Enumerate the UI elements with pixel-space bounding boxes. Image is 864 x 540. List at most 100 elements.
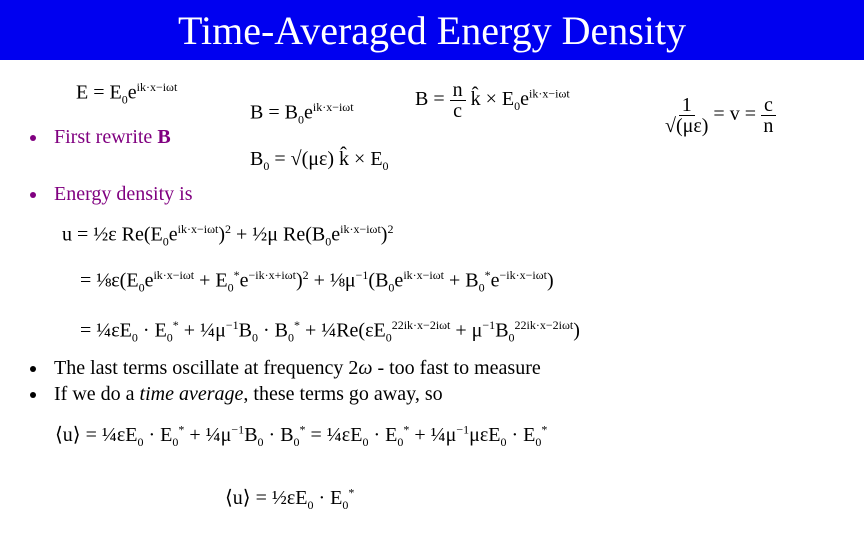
math-text: = √(με) k̂ × E bbox=[269, 148, 383, 170]
math-text: n bbox=[763, 115, 774, 137]
equation: E = E0eik·x−iωt bbox=[76, 80, 177, 108]
math-text: * bbox=[484, 268, 491, 282]
math-text: + B bbox=[443, 269, 479, 292]
equation: = ⅛ε(E0eik·x−iωt + E0*e−ik·x+iωt)2 + ⅛μ−… bbox=[80, 268, 554, 296]
math-text: 0 bbox=[297, 112, 304, 127]
math-text: + ¼Re(εE bbox=[299, 319, 386, 342]
text: The last terms oscillate at frequency 2 bbox=[54, 357, 359, 379]
math-text: + μ bbox=[450, 319, 483, 342]
bullet: Energy density is bbox=[26, 181, 193, 207]
math-text: 0 bbox=[166, 330, 173, 345]
math-text: 0 bbox=[342, 498, 349, 512]
math-text: e bbox=[520, 88, 530, 111]
math-text: u = ½ε Re(E bbox=[62, 223, 163, 246]
math-text: ik·x−iωt bbox=[153, 268, 195, 282]
fraction: 1 √(με) bbox=[665, 95, 708, 136]
math-text: 0 bbox=[257, 435, 264, 449]
bullet: The last terms oscillate at frequency 2ω… bbox=[26, 355, 541, 381]
math-text: 0 bbox=[293, 435, 300, 449]
math-text: * bbox=[403, 422, 410, 437]
math-text: −1 bbox=[456, 422, 470, 437]
bullet: If we do a time average, these terms go … bbox=[26, 381, 541, 407]
text: ω bbox=[358, 357, 373, 379]
math-text: −1 bbox=[355, 268, 369, 282]
math-text: * bbox=[172, 318, 179, 332]
math-text: e bbox=[394, 269, 404, 292]
equation: u = ½ε Re(E0eik·x−iωt)2 + ½μ Re(B0eik·x−… bbox=[62, 222, 393, 250]
math-text: 0 bbox=[325, 234, 332, 249]
math-text: e bbox=[239, 269, 249, 292]
text: - too fast to measure bbox=[372, 357, 541, 379]
math-text: 0 bbox=[535, 435, 542, 449]
math-text: n bbox=[449, 80, 466, 101]
math-text: 0 bbox=[227, 280, 234, 295]
math-text: 2 bbox=[387, 222, 394, 236]
bullets-mid: Energy density is bbox=[26, 181, 193, 207]
math-text: 0 bbox=[172, 435, 179, 449]
math-text: c bbox=[453, 100, 463, 122]
math-text: = v = bbox=[708, 103, 761, 126]
math-text: c bbox=[760, 95, 776, 116]
math-text: B = bbox=[415, 88, 450, 111]
math-text: e bbox=[168, 223, 178, 246]
math-text: ⟨u⟩ = ¼εE bbox=[55, 424, 138, 446]
math-text: ik·x−iωt bbox=[340, 222, 381, 236]
math-text: B bbox=[238, 319, 252, 342]
math-text: = ¼εE bbox=[80, 319, 132, 342]
math-text: ) bbox=[295, 269, 303, 292]
math-text: √(με) bbox=[665, 115, 709, 137]
math-text: 2ik·x−2iωt bbox=[520, 318, 574, 332]
text: B bbox=[157, 126, 171, 148]
math-text: ik·x−iωt bbox=[136, 80, 178, 94]
math-text: ) bbox=[546, 269, 554, 292]
math-text: ik·x−iωt bbox=[529, 86, 570, 101]
text: If we do a bbox=[54, 383, 140, 405]
math-text: e bbox=[144, 269, 154, 292]
math-text: −1 bbox=[482, 318, 496, 332]
math-text: 1 bbox=[678, 95, 695, 116]
math-text: = ¼εE bbox=[305, 424, 363, 446]
text: First rewrite bbox=[54, 126, 158, 148]
text: time average bbox=[139, 383, 244, 405]
math-text: · E bbox=[313, 487, 343, 509]
math-text: ik·x−iωt bbox=[403, 268, 444, 282]
math-text: 0 bbox=[307, 498, 314, 512]
math-text: 2 bbox=[225, 222, 232, 236]
math-text: 0 bbox=[263, 159, 270, 173]
math-text: · B bbox=[263, 424, 294, 446]
text: Energy density is bbox=[54, 183, 193, 205]
math-text: 0 bbox=[388, 280, 395, 295]
math-text: · E bbox=[137, 319, 167, 342]
math-text: B bbox=[495, 319, 509, 342]
math-text: 0 bbox=[251, 330, 258, 345]
equation: B0 = √(με) k̂ × E0 bbox=[250, 148, 389, 174]
math-text: k̂ × E bbox=[465, 88, 515, 111]
math-text: * bbox=[348, 485, 355, 500]
math-text: 0 bbox=[287, 330, 294, 345]
math-text: ik·x−iωt bbox=[177, 222, 219, 236]
math-text: μεE bbox=[469, 424, 501, 446]
math-text: −ik·x+iωt bbox=[248, 268, 296, 282]
math-text: B bbox=[244, 424, 258, 446]
math-text: * bbox=[299, 422, 306, 437]
text: , these terms go away, so bbox=[243, 383, 443, 405]
math-text: ik·x−iωt bbox=[312, 100, 354, 114]
math-text: ) bbox=[218, 223, 226, 246]
math-text: e bbox=[331, 223, 341, 246]
math-text: 0 bbox=[138, 280, 145, 295]
math-text: 2 bbox=[514, 318, 521, 332]
math-text: −1 bbox=[225, 318, 239, 332]
math-text: + ⅛μ bbox=[308, 269, 356, 292]
math-text: * bbox=[541, 422, 548, 437]
bullets-top: First rewrite B bbox=[26, 124, 171, 150]
math-text: 2ik·x−2iωt bbox=[397, 318, 451, 332]
math-text: 0 bbox=[137, 435, 144, 449]
math-text: e bbox=[490, 269, 500, 292]
math-text: E = E bbox=[76, 81, 122, 104]
math-text: e bbox=[127, 81, 137, 104]
math-text: 0 bbox=[121, 92, 128, 107]
